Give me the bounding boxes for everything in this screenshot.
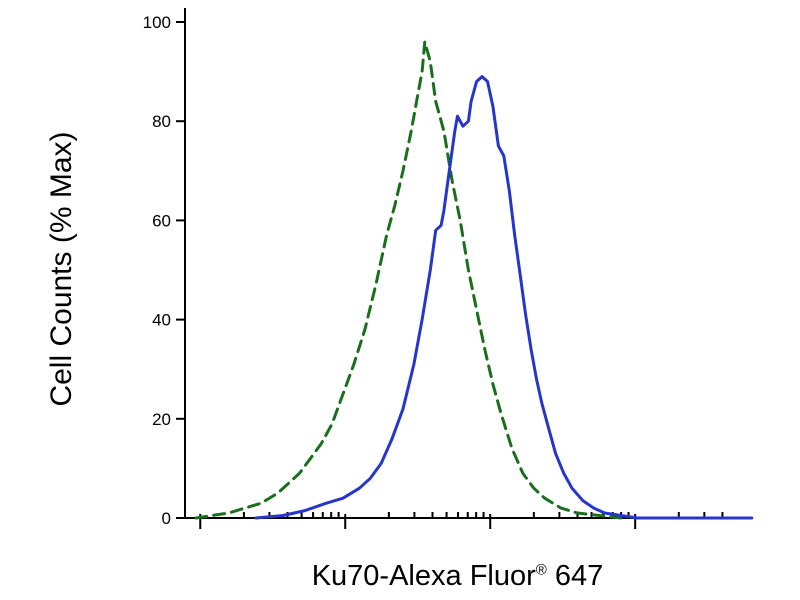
registered-trademark-symbol: ® (535, 561, 547, 579)
y-tick-label: 0 (162, 509, 171, 528)
y-tick-label: 100 (143, 13, 171, 32)
x-axis-label-main: Ku70-Alexa Fluor (311, 560, 536, 592)
y-tick-label: 60 (152, 211, 171, 230)
y-tick-label: 20 (152, 410, 171, 429)
y-tick-label: 40 (152, 311, 171, 330)
blue-solid-curve (254, 75, 754, 520)
y-tick-label: 80 (152, 112, 171, 131)
y-axis-label: Cell Counts (% Max) (45, 131, 78, 407)
green-dashed-curve (194, 40, 623, 520)
x-axis-label-suffix: 647 (554, 560, 604, 592)
x-axis-label: Ku70-Alexa Fluor® 647 (185, 560, 730, 593)
